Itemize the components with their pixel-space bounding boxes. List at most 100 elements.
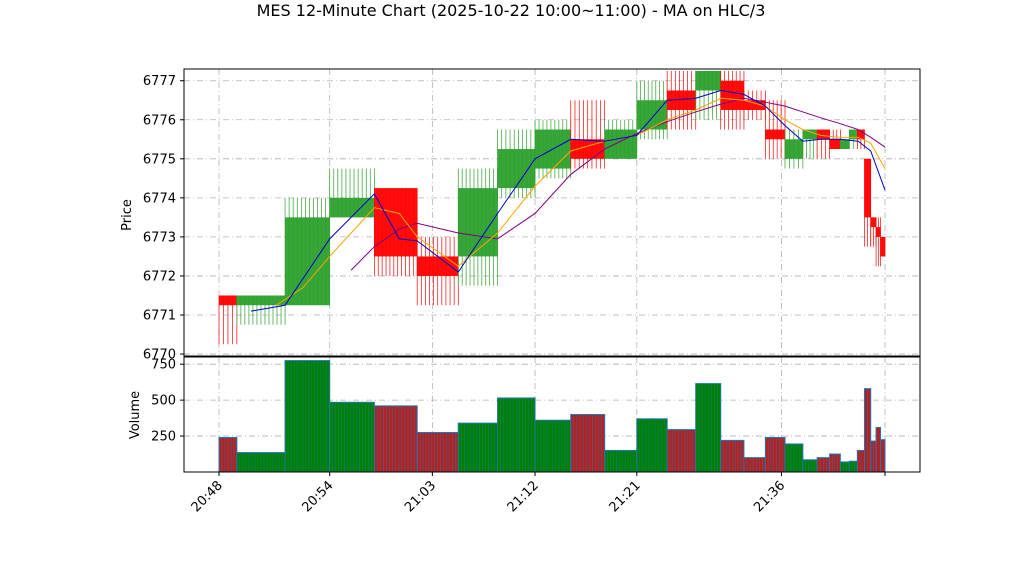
price-tick-label: 6771 <box>143 309 176 324</box>
price-panel-frame <box>183 68 921 357</box>
x-tick-label: 21:36 <box>751 478 788 515</box>
bar-body <box>829 139 841 150</box>
volume-bar <box>784 443 804 473</box>
volume-bar <box>457 422 499 473</box>
volume-bar <box>743 457 766 473</box>
volume-bar <box>497 397 536 473</box>
price-tick-label: 6776 <box>143 113 176 128</box>
x-tick-label: 21:21 <box>607 478 644 515</box>
volume-bar-fill <box>604 449 638 473</box>
bar-body <box>219 295 237 306</box>
volume-bar <box>666 429 697 473</box>
volume-bar <box>856 449 865 473</box>
volume-bar <box>236 452 286 473</box>
volume-bar <box>880 439 886 473</box>
volume-bar <box>373 405 418 473</box>
bar-body <box>236 295 286 306</box>
volume-bar <box>764 437 786 473</box>
volume-bar <box>802 459 818 473</box>
price-tick-label: 6777 <box>143 74 176 89</box>
price-grid <box>184 69 920 356</box>
volume-bar <box>218 437 238 473</box>
down-bar <box>870 217 877 247</box>
volume-panel-frame <box>183 356 921 473</box>
down-bar <box>816 129 830 159</box>
down-bar <box>765 100 786 159</box>
bar-body <box>743 100 766 110</box>
volume-bar <box>720 439 745 473</box>
volume-bars <box>218 360 886 473</box>
ma-slow-line <box>350 97 886 271</box>
bar-body <box>857 129 865 140</box>
bar-body <box>329 197 375 218</box>
bar-body <box>849 129 858 140</box>
down-bar <box>416 236 459 306</box>
bar-body <box>864 158 871 218</box>
up-bar <box>695 70 722 120</box>
bar-body <box>417 256 459 276</box>
volume-bar <box>829 453 841 473</box>
volume-bar-fill <box>329 401 375 473</box>
bar-body <box>765 129 786 140</box>
volume-bar <box>416 431 459 473</box>
volume-bar-fill <box>284 360 331 473</box>
bar-body <box>870 217 877 228</box>
bar-body <box>785 139 803 159</box>
bar-body <box>817 129 830 140</box>
volume-tick-label: 750 <box>151 358 176 373</box>
bar-body <box>876 227 881 237</box>
bar-body <box>802 129 818 140</box>
price-axis-label: Price <box>120 199 135 231</box>
bar-body <box>840 139 850 150</box>
x-tick-label: 20:48 <box>189 478 226 515</box>
x-tick-label: 20:54 <box>299 478 336 515</box>
volume-bar-fill <box>570 414 606 473</box>
bar-body <box>497 149 536 189</box>
volume-y-axis: 250 500 750 <box>151 358 184 445</box>
price-tick-label: 6774 <box>143 191 176 206</box>
x-axis: 20:48 20:54 21:03 21:12 21:21 21:36 <box>189 472 886 515</box>
up-bar <box>848 129 858 150</box>
volume-bar-fill <box>880 439 886 473</box>
volume-bar <box>863 388 872 473</box>
volume-bar <box>570 414 606 473</box>
down-bar <box>218 295 238 345</box>
price-tick-label: 6773 <box>143 230 176 245</box>
bar-body <box>285 217 330 306</box>
volume-bar-fill <box>875 426 882 473</box>
price-y-axis: 6770 6771 6772 6773 6774 6775 6776 6777 <box>143 74 184 363</box>
down-bar <box>864 158 872 247</box>
bar-body <box>604 129 637 159</box>
volume-tick-label: 250 <box>151 430 176 445</box>
bar-body <box>636 100 668 130</box>
up-bar <box>284 197 331 306</box>
x-tick-label: 21:03 <box>402 478 439 515</box>
up-bar <box>604 119 638 159</box>
volume-bar <box>870 440 877 473</box>
volume-bar <box>636 418 668 473</box>
chart-title: MES 12-Minute Chart (2025-10-22 10:00~11… <box>257 1 766 20</box>
volume-bar <box>604 449 638 473</box>
down-bar <box>875 217 881 267</box>
up-bar <box>329 168 375 218</box>
x-tick-label: 21:12 <box>505 478 542 515</box>
up-bar <box>636 80 668 140</box>
volume-bar-fill <box>802 459 818 473</box>
up-bar <box>840 139 850 150</box>
volume-bar <box>534 419 572 473</box>
moving-average-lines <box>251 89 886 312</box>
up-bar <box>784 129 804 169</box>
volume-bar <box>695 383 722 473</box>
price-tick-label: 6775 <box>143 152 176 167</box>
down-bar <box>666 70 697 130</box>
volume-tick-label: 500 <box>151 394 176 409</box>
bar-body <box>880 236 885 257</box>
volume-bar <box>284 360 331 473</box>
bar-body <box>374 188 418 257</box>
up-bar <box>457 168 498 286</box>
volume-bar <box>875 426 882 473</box>
down-bar <box>373 188 418 276</box>
price-bars <box>218 70 886 345</box>
bar-body <box>667 90 696 110</box>
